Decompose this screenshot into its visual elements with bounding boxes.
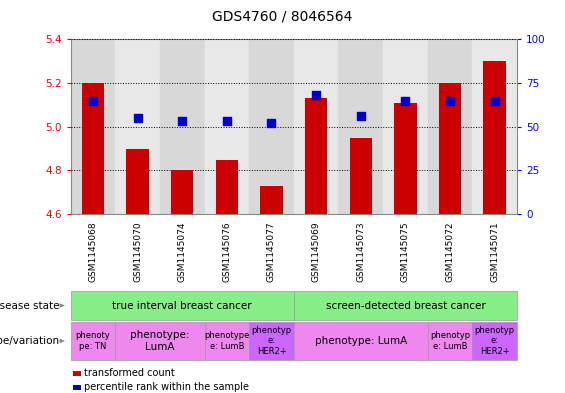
- Point: [267, 120, 276, 127]
- Bar: [205, 39, 249, 214]
- Point: [490, 97, 499, 104]
- Text: screen-detected breast cancer: screen-detected breast cancer: [325, 301, 485, 310]
- Text: phenotype
e: LumB: phenotype e: LumB: [204, 331, 250, 351]
- Point: [133, 115, 142, 121]
- Bar: [71, 39, 115, 214]
- Point: [357, 113, 366, 119]
- Text: genotype/variation: genotype/variation: [0, 336, 59, 346]
- Bar: [260, 186, 282, 214]
- Text: percentile rank within the sample: percentile rank within the sample: [84, 382, 249, 392]
- Point: [446, 97, 455, 104]
- Bar: [428, 39, 472, 214]
- Point: [401, 97, 410, 104]
- Point: [177, 118, 186, 125]
- Point: [312, 92, 321, 98]
- Bar: [472, 39, 517, 214]
- Bar: [115, 39, 160, 214]
- Text: phenotyp
e:
HER2+: phenotyp e: HER2+: [251, 326, 292, 356]
- Bar: [216, 160, 238, 214]
- Bar: [160, 39, 205, 214]
- Bar: [338, 39, 383, 214]
- Bar: [127, 149, 149, 214]
- Bar: [484, 61, 506, 214]
- Text: disease state: disease state: [0, 301, 59, 310]
- Bar: [350, 138, 372, 214]
- Text: phenotyp
e:
HER2+: phenotyp e: HER2+: [475, 326, 515, 356]
- Point: [223, 118, 232, 125]
- Text: GDS4760 / 8046564: GDS4760 / 8046564: [212, 10, 353, 24]
- Bar: [82, 83, 104, 214]
- Bar: [294, 39, 338, 214]
- Text: phenotyp
e: LumB: phenotyp e: LumB: [430, 331, 470, 351]
- Text: transformed count: transformed count: [84, 368, 175, 378]
- Text: phenotype: LumA: phenotype: LumA: [315, 336, 407, 346]
- Text: phenotype:
LumA: phenotype: LumA: [130, 330, 190, 352]
- Point: [88, 97, 97, 104]
- Text: true interval breast cancer: true interval breast cancer: [112, 301, 252, 310]
- Text: phenoty
pe: TN: phenoty pe: TN: [76, 331, 110, 351]
- Bar: [249, 39, 294, 214]
- Bar: [394, 103, 416, 214]
- Bar: [383, 39, 428, 214]
- Bar: [305, 98, 327, 214]
- Bar: [171, 171, 193, 214]
- Bar: [439, 83, 461, 214]
